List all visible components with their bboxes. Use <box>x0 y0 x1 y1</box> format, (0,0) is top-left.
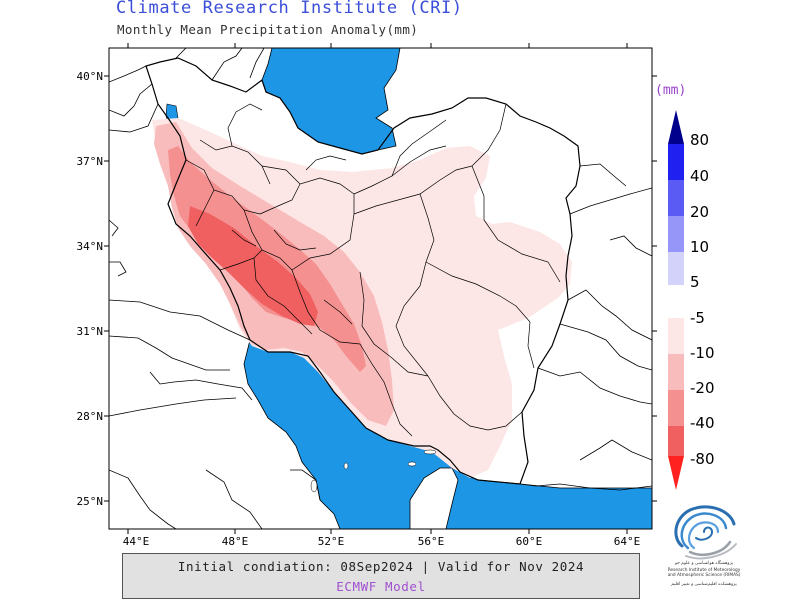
lat-tick-label-25: 25°N <box>77 495 104 508</box>
legend-label-minus-40: -40 <box>690 414 715 432</box>
lat-tick-label-40: 40°N <box>77 70 104 83</box>
lat-tick-label-34: 34°N <box>77 240 104 253</box>
lon-tick-label-44: 44°E <box>123 535 150 548</box>
logo-text-persian-1: پژوهشگاه هواشناسی و علوم جو <box>674 561 734 566</box>
logo-text-persian-2: پژوهشکده اقلیم‌شناسی و تغییر اقلیم <box>671 582 737 587</box>
lat-tick-label-37: 37°N <box>77 155 104 168</box>
lon-tick-label-52: 52°E <box>318 535 345 548</box>
legend-label-40: 40 <box>690 167 710 185</box>
latitude-axis <box>104 75 657 502</box>
gulf-islands <box>310 449 437 493</box>
legend-label-minus-80: -80 <box>690 450 715 468</box>
map-subtitle: Monthly Mean Precipitation Anomaly(mm) <box>117 22 419 37</box>
colorbar-negative <box>668 318 684 490</box>
legend-unit: (mm) <box>655 83 687 98</box>
forecast-model: ECMWF Model <box>336 579 426 594</box>
lon-tick-label-60: 60°E <box>516 535 543 548</box>
map-title: Climate Research Institute (CRI) <box>116 0 463 18</box>
forecast-initial-condition: Initial condiation: 08Sep2024 | Valid fo… <box>177 559 585 574</box>
province-boundaries <box>185 103 561 437</box>
neighbouring-country-borders <box>109 48 652 529</box>
rimas-logo-icon <box>674 505 737 560</box>
legend-label-80: 80 <box>690 131 710 149</box>
lon-tick-label-48: 48°E <box>222 535 249 548</box>
legend-label-minus-10: -10 <box>690 344 715 362</box>
legend-label-minus-5: -5 <box>690 309 705 327</box>
colorbar-positive <box>668 110 684 285</box>
lat-tick-label-28: 28°N <box>77 410 104 423</box>
longitude-axis <box>127 43 628 534</box>
map-frame <box>108 47 653 530</box>
lon-tick-label-56: 56°E <box>418 535 445 548</box>
legend-label-20: 20 <box>690 203 710 221</box>
lat-tick-label-31: 31°N <box>77 325 104 338</box>
forecast-info-box: Initial condiation: 08Sep2024 | Valid fo… <box>122 553 640 599</box>
legend-label-10: 10 <box>690 238 710 256</box>
logo-text-english: Research Institute of Meteorology and At… <box>667 568 741 578</box>
anomaly-area-minus-40 <box>188 206 318 326</box>
lon-tick-label-64: 64°E <box>614 535 641 548</box>
iran-border <box>145 57 581 485</box>
legend-label-5: 5 <box>690 273 700 291</box>
rimas-logo: پژوهشگاه هواشناسی و علوم جو Research Ins… <box>660 498 748 598</box>
legend-label-minus-20: -20 <box>690 379 715 397</box>
